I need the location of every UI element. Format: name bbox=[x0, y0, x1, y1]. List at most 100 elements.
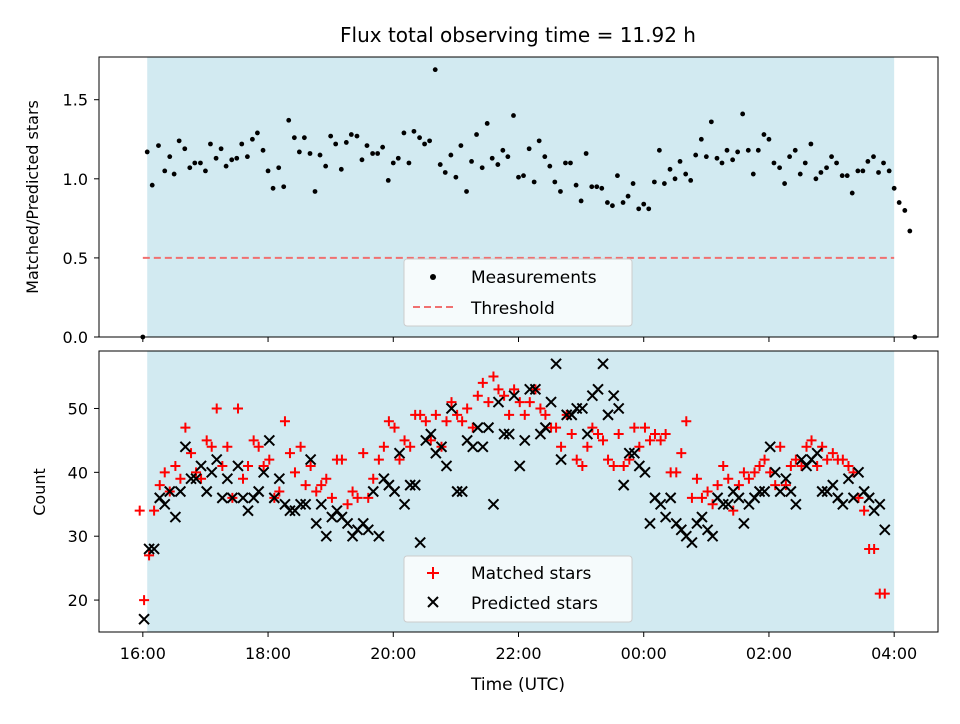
measurement-point bbox=[625, 193, 631, 199]
measurement-point bbox=[182, 146, 188, 152]
matched-star-point bbox=[775, 441, 786, 452]
matched-star-point bbox=[389, 422, 400, 433]
predicted-star-point bbox=[874, 498, 886, 510]
measurement-point bbox=[385, 177, 391, 183]
predicted-star-point bbox=[644, 517, 656, 530]
matched-star-point bbox=[754, 460, 765, 471]
matched-star-point bbox=[859, 505, 870, 516]
measurement-point bbox=[693, 152, 699, 158]
matched-star-point bbox=[316, 480, 327, 491]
matched-star-point bbox=[159, 467, 170, 478]
measurement-point bbox=[359, 157, 365, 163]
x-tick-label: 22:00 bbox=[495, 644, 541, 663]
bottom-y-tick-label: 20 bbox=[68, 591, 88, 610]
bottom-y-tick-label: 40 bbox=[68, 463, 88, 482]
predicted-star-point bbox=[879, 524, 891, 536]
predicted-star-point bbox=[164, 485, 176, 498]
measurement-point bbox=[824, 165, 829, 171]
predicted-star-point bbox=[226, 492, 239, 504]
matched-star-point bbox=[144, 550, 155, 561]
predicted-star-point bbox=[252, 485, 265, 498]
bottom-plot-marks bbox=[134, 358, 891, 625]
measurement-point bbox=[761, 132, 767, 137]
predicted-star-point bbox=[200, 485, 213, 498]
measurement-point bbox=[474, 132, 479, 137]
measurement-point bbox=[479, 165, 485, 171]
matched-star-point bbox=[514, 397, 525, 408]
measurement-point bbox=[829, 154, 834, 160]
predicted-star-point bbox=[811, 447, 823, 459]
legend-matched-label: Matched stars bbox=[471, 564, 591, 584]
predicted-star-point bbox=[581, 428, 594, 440]
predicted-star-point bbox=[555, 453, 567, 466]
top-panel: 0.0 0.5 1.0 1.5 Flux total observing time =… bbox=[23, 23, 939, 347]
matched-star-point bbox=[593, 429, 604, 440]
measurement-point bbox=[703, 154, 709, 160]
predicted-star-point bbox=[472, 421, 484, 434]
measurement-point bbox=[276, 165, 282, 171]
bottom-x-ticks: 16:00 18:00 20:00 22:00 00:00 02:00 04:00 bbox=[120, 632, 917, 663]
matched-star-point bbox=[170, 460, 181, 471]
measurement-point bbox=[192, 160, 198, 166]
predicted-star-point bbox=[205, 466, 218, 479]
predicted-star-point bbox=[561, 409, 573, 421]
matched-star-point bbox=[519, 409, 530, 420]
measurement-point bbox=[766, 136, 772, 142]
matched-star-point bbox=[300, 480, 311, 491]
measurement-point bbox=[307, 151, 313, 156]
matched-star-point bbox=[676, 448, 687, 459]
matched-star-point bbox=[644, 435, 655, 446]
measurement-point bbox=[646, 206, 652, 212]
matched-star-point bbox=[493, 384, 504, 395]
measurement-point bbox=[573, 182, 579, 188]
predicted-star-point bbox=[659, 511, 672, 523]
matched-star-point bbox=[540, 409, 551, 420]
predicted-star-point bbox=[409, 479, 421, 491]
measurement-point bbox=[281, 184, 287, 190]
measurement-point bbox=[244, 154, 250, 160]
matched-star-point bbox=[342, 499, 353, 510]
predicted-star-point bbox=[174, 485, 187, 498]
matched-star-point bbox=[801, 441, 812, 452]
predicted-star-point bbox=[211, 453, 223, 466]
measurement-point bbox=[636, 206, 642, 212]
matched-star-point bbox=[336, 454, 347, 465]
measurement-point bbox=[312, 189, 318, 194]
matched-star-point bbox=[806, 435, 817, 446]
matched-star-point bbox=[295, 441, 306, 452]
measurement-point bbox=[594, 184, 600, 190]
measurement-point bbox=[249, 136, 255, 142]
top-y-ticks: 0.0 0.5 1.0 1.5 bbox=[63, 91, 99, 347]
measurement-point bbox=[469, 159, 474, 164]
top-legend-box bbox=[403, 258, 633, 327]
predicted-star-point bbox=[477, 441, 489, 453]
matched-star-point bbox=[707, 499, 718, 510]
measurement-point bbox=[448, 152, 454, 158]
measurement-point bbox=[390, 160, 396, 166]
measurement-point bbox=[370, 151, 376, 156]
predicted-star-point bbox=[232, 460, 244, 472]
measurement-point bbox=[380, 144, 386, 150]
matched-star-point bbox=[253, 441, 264, 452]
legend-predicted-label: Predicted stars bbox=[471, 594, 598, 614]
predicted-star-point bbox=[341, 517, 354, 530]
predicted-star-point bbox=[492, 396, 505, 408]
matched-star-point bbox=[691, 473, 702, 484]
measurement-point bbox=[896, 200, 902, 205]
measurement-point bbox=[777, 165, 782, 171]
predicted-star-point bbox=[602, 409, 614, 421]
measurement-point bbox=[881, 160, 886, 166]
matched-star-point bbox=[186, 448, 197, 459]
matched-star-point bbox=[446, 397, 457, 408]
matched-star-point bbox=[243, 460, 254, 471]
matched-star-point bbox=[363, 492, 374, 503]
measurement-point bbox=[218, 146, 224, 152]
predicted-star-point bbox=[190, 473, 202, 485]
matched-star-point bbox=[154, 480, 165, 491]
measurement-point bbox=[724, 147, 730, 153]
matched-star-point bbox=[655, 435, 666, 446]
matched-star-point bbox=[535, 403, 546, 414]
matched-star-point bbox=[587, 422, 598, 433]
predicted-star-point bbox=[686, 536, 698, 549]
measurement-point bbox=[223, 163, 229, 169]
